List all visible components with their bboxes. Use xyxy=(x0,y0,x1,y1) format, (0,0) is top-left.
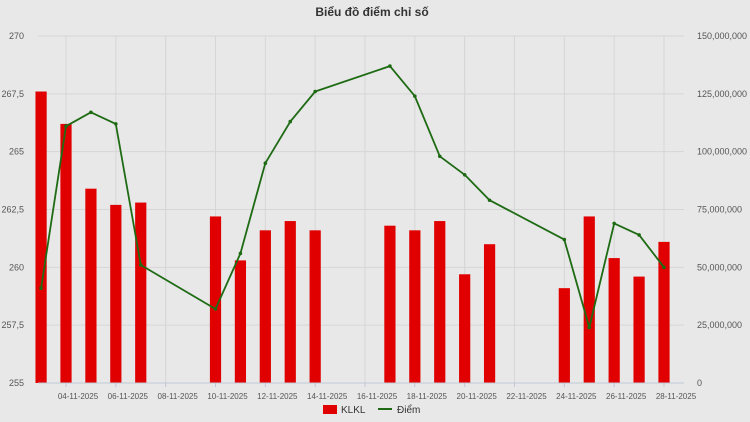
bar-klkl xyxy=(558,288,570,383)
point-diem xyxy=(114,122,118,126)
point-diem xyxy=(138,263,143,267)
point-diem xyxy=(238,251,243,256)
x-tick-label: 16-11-2025 xyxy=(357,392,398,401)
bar-klkl xyxy=(658,241,670,383)
bar-klkl xyxy=(434,221,446,383)
point-diem xyxy=(89,110,93,115)
legend-label-klkl: KLKL xyxy=(341,405,366,416)
point-diem xyxy=(637,233,641,237)
x-tick-label: 08-11-2025 xyxy=(158,392,199,401)
left-tick-label: 260 xyxy=(9,262,24,272)
legend-swatch-klkl xyxy=(323,405,337,414)
right-tick-label: 125,000,000 xyxy=(697,89,747,99)
bar-klkl xyxy=(135,202,147,383)
point-diem xyxy=(462,173,467,177)
line-diem xyxy=(40,65,665,329)
point-diem xyxy=(562,237,567,242)
left-tick-label: 257,5 xyxy=(1,320,24,330)
bar-klkl xyxy=(608,258,620,383)
legend-label-diem: Điểm xyxy=(397,404,420,416)
x-tick-label: 18-11-2025 xyxy=(407,392,448,401)
bar-klkl xyxy=(284,221,296,383)
bar-klkl xyxy=(35,91,47,384)
bar-klkl xyxy=(309,230,321,383)
point-diem xyxy=(413,94,417,98)
point-diem xyxy=(487,198,492,203)
axis-layer: 255 257,5 260 262,5 265 267,5 270 0 25,000,000 50… xyxy=(1,31,747,401)
left-tick-label: 265 xyxy=(9,147,24,157)
right-tick-label: 75,000,000 xyxy=(697,205,742,215)
point-diem xyxy=(437,154,442,159)
x-tick-label: 14-11-2025 xyxy=(307,392,348,401)
point-diem xyxy=(213,307,218,311)
bar-klkl xyxy=(234,260,247,383)
line-layer xyxy=(39,64,666,330)
point-diem xyxy=(587,325,592,330)
point-diem xyxy=(388,64,392,68)
left-tick-label: 270 xyxy=(9,31,24,41)
point-diem xyxy=(612,221,616,226)
legend: KLKL Điểm xyxy=(323,404,420,416)
bar-klkl xyxy=(583,216,595,383)
right-tick-label: 50,000,000 xyxy=(697,262,742,272)
x-tick-label: 26-11-2025 xyxy=(606,392,647,401)
point-diem xyxy=(662,265,666,270)
x-tick-label: 10-11-2025 xyxy=(207,392,248,401)
x-tick-label: 04-11-2025 xyxy=(58,392,99,401)
bar-klkl xyxy=(633,276,645,383)
bar-klkl xyxy=(110,204,122,383)
left-tick-label: 262,5 xyxy=(1,205,24,215)
bar-klkl xyxy=(384,225,396,383)
point-diem xyxy=(263,161,268,166)
x-tick-label: 24-11-2025 xyxy=(556,392,597,401)
bar-klkl xyxy=(85,188,97,383)
bar-klkl xyxy=(60,123,72,383)
grid-layer xyxy=(38,35,684,384)
x-tick-label: 12-11-2025 xyxy=(257,392,298,401)
bars-layer xyxy=(35,91,670,384)
x-tick-label: 06-11-2025 xyxy=(108,392,149,401)
x-tick-label: 28-11-2025 xyxy=(656,392,697,401)
bar-klkl xyxy=(483,244,496,383)
chart-title: Biểu đồ điểm chỉ số xyxy=(315,5,428,19)
bar-klkl xyxy=(409,230,421,383)
right-tick-label: 100,000,000 xyxy=(697,147,747,157)
x-tick-label: 20-11-2025 xyxy=(457,392,498,401)
bar-klkl xyxy=(259,230,271,383)
point-diem xyxy=(39,286,43,290)
point-diem xyxy=(288,119,293,124)
point-diem xyxy=(64,124,68,129)
bar-klkl xyxy=(209,216,222,383)
point-diem xyxy=(313,89,317,94)
bar-klkl xyxy=(459,274,471,383)
right-tick-label: 150,000,000 xyxy=(697,31,747,41)
right-tick-label: 25,000,000 xyxy=(697,320,742,330)
left-tick-label: 267,5 xyxy=(1,89,24,99)
x-tick-label: 22-11-2025 xyxy=(506,392,547,401)
left-tick-label: 255 xyxy=(9,378,24,388)
right-tick-label: 0 xyxy=(697,378,702,388)
